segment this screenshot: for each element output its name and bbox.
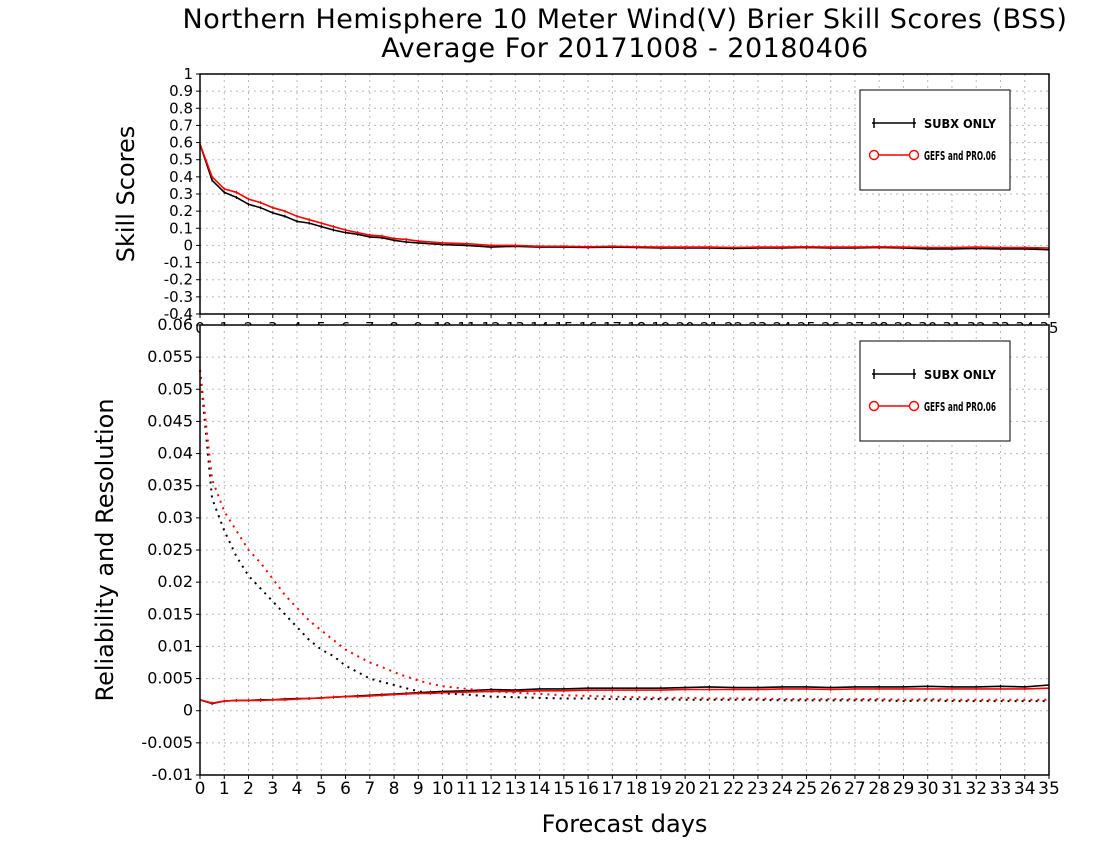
legend-label: SUBX ONLY bbox=[924, 368, 996, 382]
y-tick-label: 0.3 bbox=[169, 185, 193, 203]
x-tick-label: 10 bbox=[432, 779, 454, 799]
y-tick-label: 0.02 bbox=[157, 572, 193, 591]
y-tick-label: -0.01 bbox=[152, 765, 193, 784]
x-tick-label: 27 bbox=[844, 779, 866, 799]
x-tick-label: 33 bbox=[990, 779, 1012, 799]
x-tick-label: 13 bbox=[505, 779, 527, 799]
grid bbox=[200, 74, 1049, 314]
x-tick-label: 3 bbox=[267, 779, 278, 799]
x-tick-label: 20 bbox=[674, 779, 696, 799]
legend-label: GEFS and PRO.06 bbox=[924, 149, 996, 163]
panel-skill-scores: 0123456789101112131415161718192021222324… bbox=[112, 65, 1059, 337]
y-tick-label: 0.4 bbox=[169, 168, 193, 186]
series-line-2 bbox=[199, 687, 1050, 704]
y-tick-label: 0.8 bbox=[169, 99, 193, 117]
series-group bbox=[199, 142, 1050, 252]
x-tick-label: 21 bbox=[699, 779, 721, 799]
legend: SUBX ONLY GEFS and PRO.06 bbox=[859, 89, 1011, 191]
y-tick-label: 0.005 bbox=[147, 669, 193, 688]
y-tick-label: 0 bbox=[183, 701, 193, 720]
y-tick-label: 0.04 bbox=[157, 444, 193, 463]
x-tick-label: 24 bbox=[771, 779, 793, 799]
legend-marker bbox=[908, 400, 920, 412]
x-tick-label: 17 bbox=[602, 779, 624, 799]
x-tick-label: 23 bbox=[747, 779, 769, 799]
legend-label: GEFS and PRO.06 bbox=[924, 400, 996, 414]
x-tick-label: 30 bbox=[917, 779, 939, 799]
x-tick-label: 6 bbox=[340, 779, 351, 799]
y-tick-label: -0.1 bbox=[164, 254, 193, 272]
x-tick-label: 19 bbox=[650, 779, 672, 799]
chart-subtitle: Average For 20171008 - 20180406 bbox=[381, 33, 869, 64]
x-tick-label: 7 bbox=[364, 779, 375, 799]
y-tick-label: 0.055 bbox=[147, 347, 193, 366]
legend-box bbox=[859, 89, 1011, 191]
legend-marker bbox=[868, 149, 880, 161]
x-tick-label: 12 bbox=[480, 779, 502, 799]
x-tick-label: 29 bbox=[893, 779, 915, 799]
x-axis-label: Forecast days bbox=[542, 810, 708, 838]
x-tick-label: 18 bbox=[626, 779, 648, 799]
y-axis-label: Skill Scores bbox=[112, 126, 140, 263]
y-tick-label: -0.2 bbox=[164, 271, 193, 289]
x-tick-label: 25 bbox=[796, 779, 818, 799]
x-tick-label: 0 bbox=[195, 779, 206, 799]
y-tick-label: 0.025 bbox=[147, 540, 193, 559]
x-tick-label: 16 bbox=[577, 779, 599, 799]
x-tick-label: 9 bbox=[413, 779, 424, 799]
legend: SUBX ONLY GEFS and PRO.06 bbox=[859, 340, 1011, 442]
y-tick-label: 0.9 bbox=[169, 82, 193, 100]
y-tick-label: 0.035 bbox=[147, 476, 193, 495]
x-tick-label: 8 bbox=[389, 779, 400, 799]
y-tick-label: -0.4 bbox=[164, 305, 193, 323]
x-tick-label: 26 bbox=[820, 779, 842, 799]
x-tick-label: 22 bbox=[723, 779, 745, 799]
x-tick-label: 14 bbox=[529, 779, 551, 799]
y-tick-label: 0.1 bbox=[169, 219, 193, 237]
x-tick-label: 2 bbox=[243, 779, 254, 799]
legend-marker bbox=[908, 149, 920, 161]
x-tick-label: 5 bbox=[316, 779, 327, 799]
x-tick-label: 32 bbox=[965, 779, 987, 799]
y-tick-labels: 0.06 0.055 0.05 0.045 0.04 0.035 0.03 0.025 0.02… bbox=[141, 315, 200, 784]
x-tick-label: 1 bbox=[219, 779, 230, 799]
panel-reliability-resolution: 0 1 2 3 4 5 6 7 8 9 10 11 12 13 14 15 16 17 18 19 20 21 22 23 24… bbox=[91, 315, 1060, 838]
y-tick-label: 0.2 bbox=[169, 202, 193, 220]
y-axis-label: Reliability and Resolution bbox=[91, 398, 119, 701]
y-tick-label: 0.03 bbox=[157, 508, 193, 527]
legend-box bbox=[859, 340, 1011, 442]
legend-label: SUBX ONLY bbox=[924, 117, 996, 131]
y-tick-label: 0.6 bbox=[169, 134, 193, 152]
y-tick-label: 0.7 bbox=[169, 116, 193, 134]
x-tick-label: 15 bbox=[553, 779, 575, 799]
y-tick-label: 0 bbox=[183, 236, 193, 254]
chart-title: Northern Hemisphere 10 Meter Wind(V) Bri… bbox=[182, 4, 1068, 35]
y-tick-label: 0.045 bbox=[147, 411, 193, 430]
series-group bbox=[199, 369, 1050, 706]
y-tick-label: 0.01 bbox=[157, 636, 193, 655]
x-tick-label: 11 bbox=[456, 779, 478, 799]
y-tick-label: 1 bbox=[183, 65, 193, 83]
x-tick-label: 31 bbox=[941, 779, 963, 799]
x-tick-label: 35 bbox=[1038, 779, 1060, 799]
x-tick-label: 4 bbox=[292, 779, 303, 799]
y-tick-label: 0.05 bbox=[157, 379, 193, 398]
y-tick-labels: 10.90.80.70.60.50.40.30.20.10-0.1-0.2-0.… bbox=[164, 65, 200, 323]
x-tick-label: 34 bbox=[1014, 779, 1036, 799]
y-tick-label: 0.015 bbox=[147, 604, 193, 623]
legend-marker bbox=[868, 400, 880, 412]
y-tick-label: -0.005 bbox=[141, 733, 193, 752]
x-tick-label: 28 bbox=[868, 779, 890, 799]
y-tick-label: -0.3 bbox=[164, 288, 193, 306]
y-tick-label: 0.06 bbox=[157, 315, 193, 334]
y-tick-label: 0.5 bbox=[169, 151, 193, 169]
